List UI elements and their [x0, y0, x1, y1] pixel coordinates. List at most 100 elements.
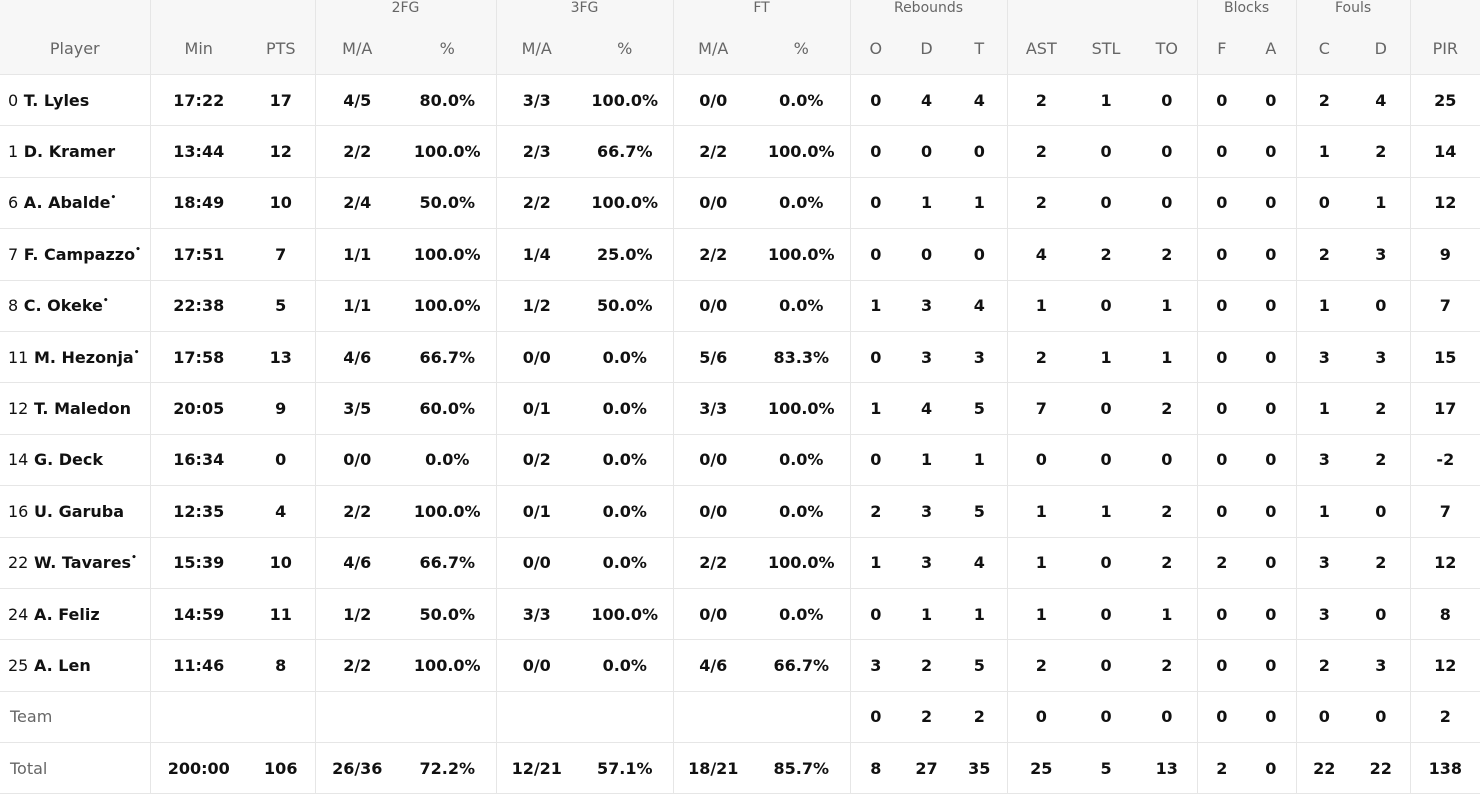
col-ast[interactable]: AST [1006, 22, 1076, 75]
cell-stl: 0 [1075, 125, 1138, 178]
cell-fg3-ma: 2/3 [495, 125, 577, 178]
cell-min: 16:34 [149, 434, 247, 487]
player-cell[interactable]: 6 A. Abalde• [0, 177, 150, 230]
player-cell[interactable]: 11 M. Hezonja• [0, 331, 150, 384]
player-cell[interactable]: 24 A. Feliz [0, 588, 150, 641]
cell-pir: 2 [1409, 691, 1480, 744]
col-3fg-ma[interactable]: M/A [495, 22, 577, 75]
col-blk-f[interactable]: F [1196, 22, 1247, 75]
cell-ft-pct: 0.0% [753, 74, 851, 127]
col-2fg-pct[interactable]: % [399, 22, 496, 75]
cell-reb-t: 4 [952, 537, 1008, 589]
cell-stl: 5 [1075, 742, 1138, 795]
cell-pir: 12 [1409, 537, 1480, 589]
cell-to: 1 [1137, 280, 1198, 332]
cell-ast: 25 [1006, 742, 1076, 795]
player-name-link[interactable]: F. Campazzo [23, 244, 136, 264]
cell-fg3-ma: 3/3 [495, 74, 577, 127]
group-2fg: 2FG [314, 0, 496, 22]
player-name-link[interactable]: W. Tavares [33, 553, 132, 573]
player-name-link[interactable]: D. Kramer [23, 142, 116, 162]
player-cell[interactable]: 7 F. Campazzo• [0, 228, 150, 281]
player-name-link[interactable]: G. Deck [33, 450, 103, 470]
cell-fg2-pct: 66.7% [399, 537, 496, 589]
cell-foul-c: 1 [1295, 280, 1353, 332]
col-blk-a[interactable]: A [1246, 22, 1297, 75]
cell-foul-d: 2 [1352, 434, 1411, 487]
cell-fg3-ma: 0/0 [495, 639, 577, 692]
cell-reb-t: 5 [952, 485, 1008, 538]
cell-blk-f: 0 [1196, 125, 1247, 178]
col-min[interactable]: Min [149, 22, 247, 75]
cell-ft-ma: 2/2 [672, 537, 753, 589]
cell-reb-t: 1 [952, 434, 1008, 487]
player-row: 16 U. Garuba 12:35 4 2/2 100.0% 0/1 0.0% 0/0 0.0… [0, 485, 1480, 538]
player-name-link[interactable]: T. Maledon [33, 399, 131, 419]
player-name-link[interactable]: A. Abalde [23, 193, 111, 213]
col-stl[interactable]: STL [1075, 22, 1138, 75]
player-name-link[interactable]: M. Hezonja [33, 347, 134, 367]
cell-reb-d: 1 [901, 588, 953, 641]
col-ft-ma[interactable]: M/A [672, 22, 753, 75]
cell-fg3-ma [495, 691, 577, 744]
cell-pir: 12 [1409, 639, 1480, 692]
col-reb-d[interactable]: D [901, 22, 953, 75]
cell-reb-o: 1 [849, 537, 902, 589]
cell-ft-ma: 0/0 [672, 588, 753, 641]
cell-blk-a: 0 [1246, 588, 1297, 641]
player-cell[interactable]: 8 C. Okeke• [0, 280, 150, 332]
cell-blk-a: 0 [1246, 434, 1297, 487]
cell-fg2-ma [314, 691, 399, 744]
cell-foul-d: 0 [1352, 691, 1411, 744]
starter-marker: • [110, 193, 117, 204]
col-reb-t[interactable]: T [952, 22, 1008, 75]
player-cell[interactable]: 0 T. Lyles [0, 74, 150, 127]
cell-ft-ma: 3/3 [672, 382, 753, 435]
cell-to: 1 [1137, 588, 1198, 641]
cell-fg3-ma: 12/21 [495, 742, 577, 795]
player-name-link[interactable]: A. Len [33, 655, 91, 675]
group-ft: FT [672, 0, 851, 22]
player-name-link[interactable]: A. Feliz [33, 604, 100, 624]
player-number: 12 [8, 399, 29, 419]
player-name-link[interactable]: C. Okeke [23, 296, 103, 316]
cell-reb-o: 0 [849, 331, 902, 384]
column-header-row: Player Min PTS M/A % M/A % M/A % O D T A… [0, 22, 1480, 75]
cell-ft-ma: 4/6 [672, 639, 753, 692]
cell-foul-d: 3 [1352, 228, 1411, 281]
cell-foul-c: 3 [1295, 434, 1353, 487]
cell-fg3-pct: 0.0% [577, 639, 673, 692]
cell-stl: 0 [1075, 691, 1138, 744]
cell-pts: 4 [247, 485, 315, 538]
col-2fg-ma[interactable]: M/A [314, 22, 399, 75]
cell-blk-f: 0 [1196, 485, 1247, 538]
player-cell[interactable]: 16 U. Garuba [0, 485, 150, 538]
player-cell[interactable]: 22 W. Tavares• [0, 537, 150, 589]
col-to[interactable]: TO [1137, 22, 1198, 75]
col-reb-o[interactable]: O [849, 22, 902, 75]
player-cell[interactable]: 14 G. Deck [0, 434, 150, 487]
player-cell[interactable]: 1 D. Kramer [0, 125, 150, 178]
cell-ast: 7 [1006, 382, 1076, 435]
player-cell[interactable]: 25 A. Len [0, 639, 150, 692]
cell-ft-pct: 100.0% [753, 537, 851, 589]
cell-ast: 2 [1006, 177, 1076, 230]
player-cell[interactable]: 12 T. Maledon [0, 382, 150, 435]
col-pts[interactable]: PTS [247, 22, 315, 75]
player-row: 8 C. Okeke• 22:38 5 1/1 100.0% 1/2 50.0% 0/0 0.0… [0, 280, 1480, 332]
cell-reb-o: 0 [849, 125, 902, 178]
cell-min: 22:38 [149, 280, 247, 332]
col-ft-pct[interactable]: % [753, 22, 851, 75]
cell-reb-d: 3 [901, 331, 953, 384]
player-name-link[interactable]: T. Lyles [23, 90, 90, 110]
col-player[interactable]: Player [0, 22, 150, 75]
col-foul-c[interactable]: C [1295, 22, 1353, 75]
player-name-link[interactable]: U. Garuba [33, 501, 125, 521]
col-foul-d[interactable]: D [1352, 22, 1411, 75]
col-3fg-pct[interactable]: % [577, 22, 673, 75]
cell-fg2-ma: 1/1 [314, 280, 399, 332]
cell-stl: 1 [1075, 74, 1138, 127]
col-pir[interactable]: PIR [1409, 22, 1480, 75]
cell-reb-t: 5 [952, 382, 1008, 435]
cell-fg2-ma: 1/1 [314, 228, 399, 281]
